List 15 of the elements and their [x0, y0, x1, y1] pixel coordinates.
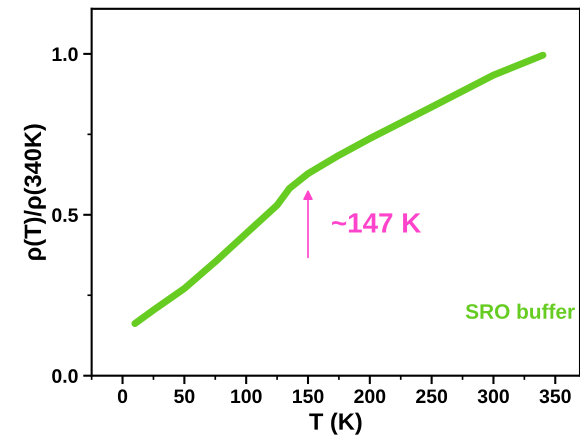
- x-tick-label: 150: [293, 389, 324, 404]
- x-tick-label: 250: [416, 389, 448, 404]
- annotation: ~147 K: [332, 213, 422, 232]
- x-tick-label: 300: [478, 389, 509, 404]
- y-tick-label: 1.0: [52, 47, 78, 62]
- text: SRO buffer: [466, 304, 575, 319]
- y-axis-title: ρ(T)/ρ(340K): [24, 124, 46, 260]
- x-tick-label: 350: [540, 389, 571, 404]
- x-axis-title: T (K): [309, 412, 362, 435]
- x-tick-label: 0: [118, 389, 128, 404]
- x-tick-label: 100: [231, 389, 262, 404]
- y-tick-label: 0.0: [52, 369, 78, 383]
- y-tick-label: 0.5: [52, 208, 78, 222]
- x-tick-label: 200: [354, 389, 386, 404]
- x-tick-label: 50: [174, 389, 194, 404]
